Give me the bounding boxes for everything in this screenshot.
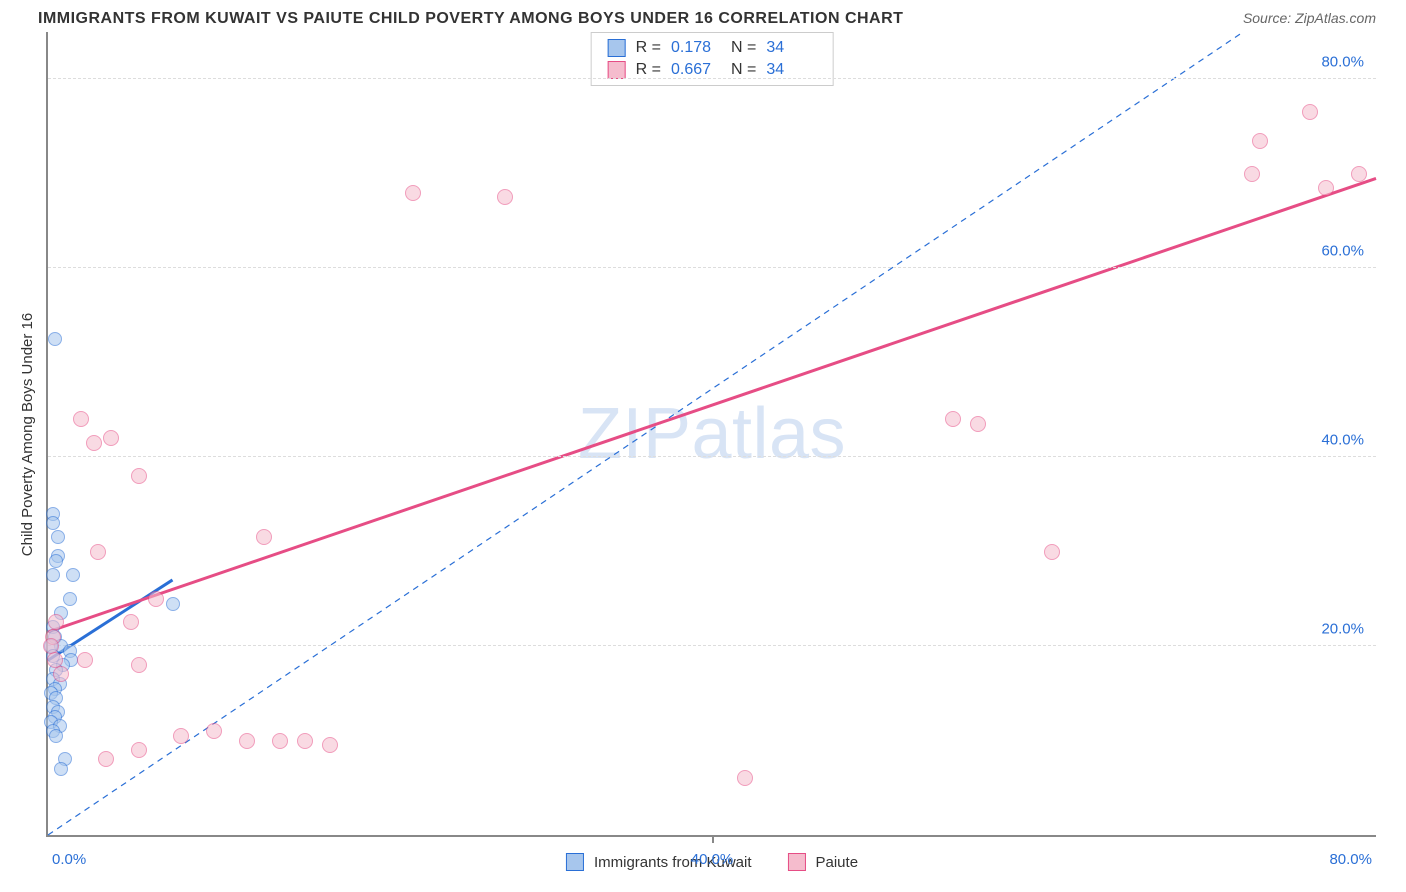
data-point xyxy=(49,729,63,743)
r-label: R = xyxy=(636,61,661,79)
data-point xyxy=(46,516,60,530)
data-point xyxy=(173,728,189,744)
data-point xyxy=(1044,544,1060,560)
data-point xyxy=(48,332,62,346)
n-value: 34 xyxy=(766,39,816,57)
trend-lines-layer xyxy=(48,32,1376,835)
r-value: 0.667 xyxy=(671,61,721,79)
data-point xyxy=(1252,133,1268,149)
data-point xyxy=(206,723,222,739)
r-value: 0.178 xyxy=(671,39,721,57)
gridline xyxy=(48,645,1376,646)
n-value: 34 xyxy=(766,61,816,79)
data-point xyxy=(737,770,753,786)
data-point xyxy=(239,733,255,749)
data-point xyxy=(272,733,288,749)
data-point xyxy=(103,430,119,446)
data-point xyxy=(322,737,338,753)
y-tick-label: 20.0% xyxy=(1321,621,1364,638)
plot-area: ZIPatlas R =0.178N =34R =0.667N =34 Immi… xyxy=(46,32,1376,837)
data-point xyxy=(73,411,89,427)
data-point xyxy=(970,416,986,432)
data-point xyxy=(51,530,65,544)
x-tick-label: 40.0% xyxy=(691,851,734,868)
data-point xyxy=(256,529,272,545)
data-point xyxy=(46,568,60,582)
n-label: N = xyxy=(731,61,756,79)
data-point xyxy=(131,468,147,484)
data-point xyxy=(297,733,313,749)
data-point xyxy=(405,185,421,201)
swatch xyxy=(608,39,626,57)
stats-row: R = 0.178 N = 34 xyxy=(608,39,817,57)
swatch xyxy=(566,853,584,871)
y-tick-label: 80.0% xyxy=(1321,54,1364,71)
r-label: R = xyxy=(636,39,661,57)
data-point xyxy=(497,189,513,205)
source-label: Source: ZipAtlas.com xyxy=(1243,10,1376,26)
gridline xyxy=(48,267,1376,268)
data-point xyxy=(98,751,114,767)
data-point xyxy=(148,591,164,607)
y-axis-label-wrap: Child Poverty Among Boys Under 16 xyxy=(10,32,46,837)
data-point xyxy=(166,597,180,611)
data-point xyxy=(53,666,69,682)
data-point xyxy=(123,614,139,630)
data-point xyxy=(1302,104,1318,120)
chart-title: IMMIGRANTS FROM KUWAIT VS PAIUTE CHILD P… xyxy=(38,10,903,28)
data-point xyxy=(86,435,102,451)
legend-item: Paiute xyxy=(788,853,859,871)
gridline xyxy=(48,456,1376,457)
y-tick-label: 40.0% xyxy=(1321,432,1364,449)
legend-label: Paiute xyxy=(816,854,859,871)
stats-row: R = 0.667 N = 34 xyxy=(608,61,817,79)
data-point xyxy=(945,411,961,427)
data-point xyxy=(131,742,147,758)
data-point xyxy=(131,657,147,673)
data-point xyxy=(1244,166,1260,182)
data-point xyxy=(63,592,77,606)
y-axis-label: Child Poverty Among Boys Under 16 xyxy=(20,313,37,556)
data-point xyxy=(1318,180,1334,196)
data-point xyxy=(49,554,63,568)
data-point xyxy=(1351,166,1367,182)
data-point xyxy=(66,568,80,582)
swatch xyxy=(788,853,806,871)
n-label: N = xyxy=(731,39,756,57)
swatch xyxy=(608,61,626,79)
data-point xyxy=(54,762,68,776)
x-tick-label: 80.0% xyxy=(1329,851,1372,868)
y-tick-label: 60.0% xyxy=(1321,243,1364,260)
data-point xyxy=(90,544,106,560)
data-point xyxy=(77,652,93,668)
x-tick-mark xyxy=(712,835,714,843)
gridline xyxy=(48,78,1376,79)
x-tick-label: 0.0% xyxy=(52,851,86,868)
